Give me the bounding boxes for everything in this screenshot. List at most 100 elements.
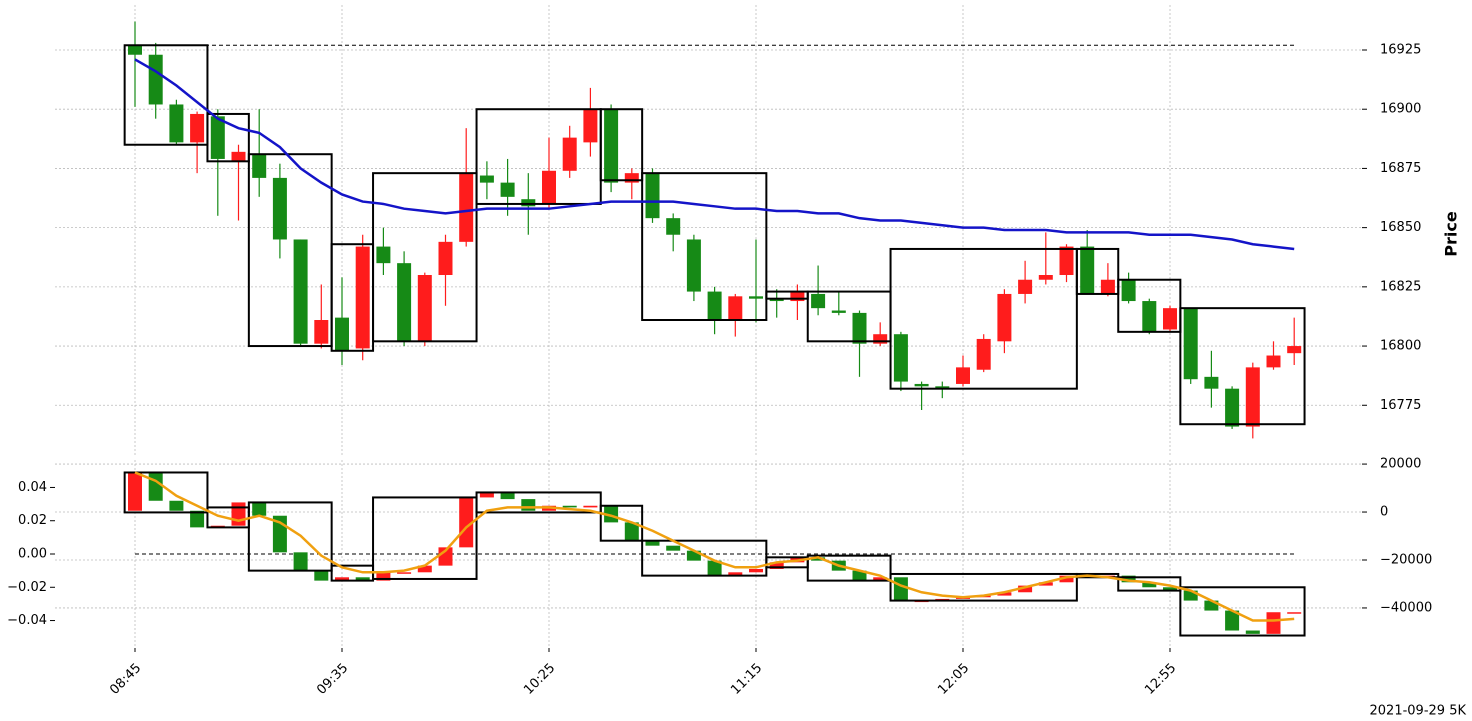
candle-body: [397, 263, 412, 342]
candle-body: [583, 505, 598, 508]
candle-body: [314, 320, 329, 344]
candle-body: [479, 175, 494, 183]
candle-body: [355, 246, 370, 349]
candle-body: [542, 170, 556, 204]
candle-body: [190, 510, 205, 528]
y-tick-label: 16875: [1380, 161, 1421, 176]
candle-body: [852, 570, 867, 581]
candle-body: [148, 472, 163, 501]
range-box: [247, 501, 333, 572]
range-box: [123, 471, 209, 514]
y-tick-label: 0.04: [18, 480, 47, 495]
candle-body: [666, 218, 681, 235]
y-tick-label: −20000: [1380, 552, 1432, 567]
candle-body: [314, 570, 329, 581]
candle-body: [1059, 246, 1074, 275]
candle-body: [728, 296, 743, 320]
candle-body: [1018, 279, 1033, 294]
candle-body: [1245, 367, 1260, 427]
candle-body: [686, 239, 701, 292]
candle-body: [1121, 575, 1136, 583]
candle-body: [1183, 308, 1198, 380]
candle-body: [893, 577, 908, 601]
indicator-line: [134, 58, 1295, 251]
candle-body: [1121, 279, 1136, 302]
y-tick-label: 20000: [1380, 457, 1421, 472]
candle-body: [335, 577, 349, 581]
candle-body: [500, 492, 515, 500]
candle-body: [293, 552, 308, 571]
range-box: [1179, 586, 1306, 637]
candle-body: [1287, 612, 1302, 614]
y-axis-label: Price: [1442, 211, 1461, 257]
candle-body: [1038, 275, 1053, 280]
candle-body: [769, 562, 784, 569]
candle-body: [645, 173, 660, 219]
range-box: [206, 112, 250, 163]
candle-body: [479, 492, 494, 498]
candle-body: [1204, 376, 1219, 389]
caption: 2021-09-29 5K: [1370, 704, 1467, 719]
candle-body: [231, 502, 246, 526]
candle-body: [1142, 582, 1157, 588]
candle-body: [1204, 600, 1219, 611]
candle-body: [1266, 612, 1281, 634]
range-box: [475, 491, 602, 514]
candle-body: [1038, 582, 1053, 586]
candle-body: [1163, 587, 1177, 591]
range-box: [1075, 247, 1120, 295]
y-tick-label: 16775: [1380, 398, 1421, 413]
candle-body: [645, 540, 660, 546]
x-tick-label: 12:05: [935, 661, 972, 698]
range-box: [599, 504, 644, 542]
candle-body: [562, 505, 577, 508]
candle-body: [1245, 630, 1260, 634]
candle-body: [624, 173, 639, 183]
range-box: [1117, 278, 1182, 333]
candle-body: [935, 386, 950, 389]
candle-body: [128, 45, 142, 55]
candle-body: [666, 545, 681, 551]
candle-body: [417, 275, 432, 342]
y-tick-label: 16925: [1380, 43, 1421, 58]
candle-body: [1100, 279, 1115, 294]
candle-body: [997, 293, 1012, 342]
range-box: [889, 247, 1078, 390]
candle-body: [148, 54, 163, 105]
candle-body: [459, 173, 474, 242]
range-box: [475, 108, 602, 205]
y-tick-label: 0.02: [18, 513, 47, 528]
candle-body: [128, 472, 142, 511]
candle-body: [956, 367, 970, 384]
candle-body: [686, 550, 701, 561]
range-box: [372, 172, 478, 343]
range-box: [641, 172, 768, 321]
candle-body: [252, 154, 267, 178]
candle-body: [914, 383, 929, 387]
candle-body: [231, 151, 246, 162]
candle-body: [1080, 246, 1095, 294]
candle-body: [873, 334, 888, 344]
candle-body: [583, 109, 598, 143]
range-box: [1117, 576, 1182, 592]
y-tick-label: 0.00: [18, 547, 47, 562]
candle-body: [500, 182, 515, 197]
candle-body: [1225, 610, 1240, 631]
candle-body: [1018, 585, 1033, 593]
candle-body: [293, 239, 308, 344]
y-tick-label: −0.02: [7, 580, 47, 595]
candle-body: [562, 137, 577, 171]
range-box: [123, 44, 209, 146]
x-tick-label: 09:35: [314, 661, 351, 698]
candle-body: [169, 104, 184, 143]
candle-body: [1287, 346, 1302, 354]
candle-body: [1183, 590, 1198, 601]
range-box: [641, 539, 768, 577]
candle-body: [873, 577, 888, 581]
x-tick-label: 10:25: [521, 661, 558, 698]
candle-body: [769, 298, 784, 302]
y-tick-label: 0: [1380, 505, 1388, 520]
candle-body: [624, 522, 639, 541]
y-tick-label: 16825: [1380, 279, 1421, 294]
